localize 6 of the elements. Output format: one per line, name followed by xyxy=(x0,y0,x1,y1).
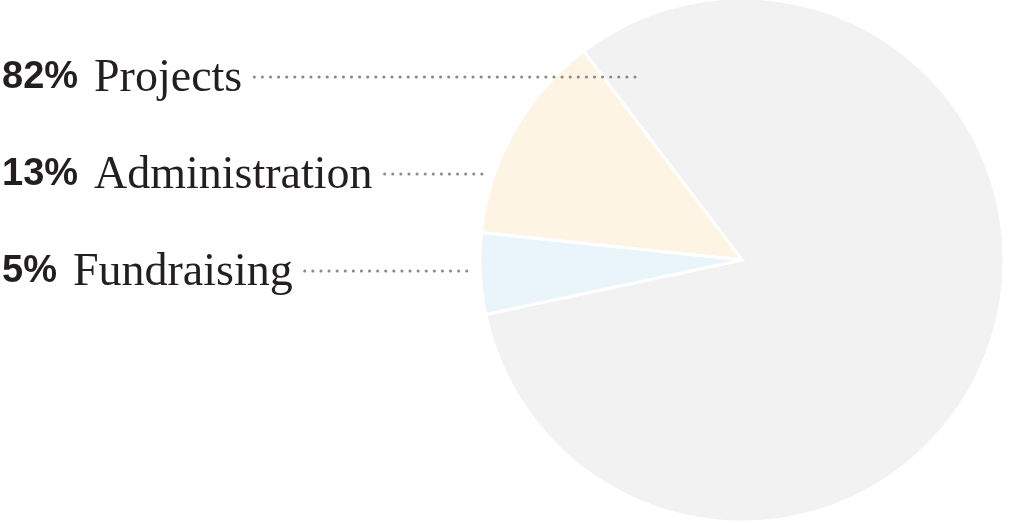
slice-label: Administration xyxy=(94,147,373,198)
data-label: 82% xyxy=(2,54,79,96)
slice-label: Projects xyxy=(94,50,243,101)
data-label: 5% xyxy=(2,248,57,290)
slice-label: Fundraising xyxy=(72,244,293,295)
data-label: 13% xyxy=(2,151,79,193)
